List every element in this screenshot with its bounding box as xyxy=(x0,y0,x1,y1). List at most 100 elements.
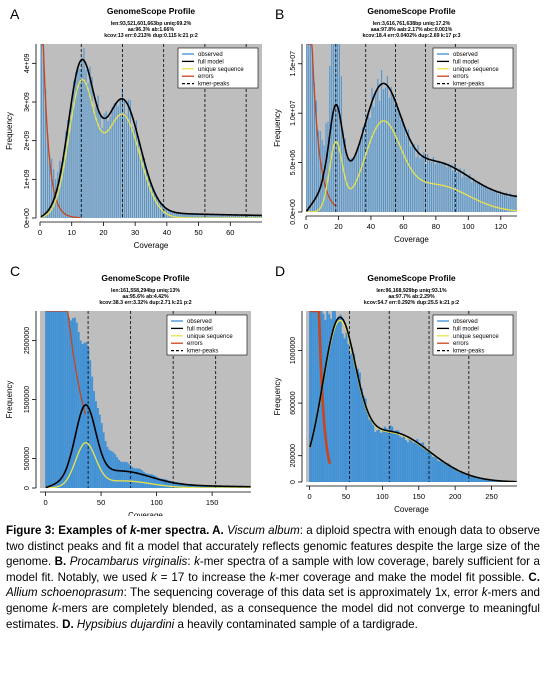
observed-bar xyxy=(498,194,500,212)
observed-bar xyxy=(353,353,356,482)
observed-bar xyxy=(85,342,88,488)
observed-bar xyxy=(343,338,346,482)
y-tick-label: 3e+09 xyxy=(24,92,31,112)
observed-bar xyxy=(111,106,113,218)
observed-bar xyxy=(254,215,257,218)
chart-stats-line: aa:95.6% ab:4.42% xyxy=(122,294,169,300)
y-tick-label: 1.5e+07 xyxy=(290,51,297,77)
observed-bar xyxy=(316,311,319,482)
observed-bar xyxy=(370,419,373,482)
x-tick-label: 50 xyxy=(97,498,105,507)
observed-bar xyxy=(446,167,448,212)
x-tick-label: 150 xyxy=(206,498,219,507)
y-tick-label: 2e+09 xyxy=(24,131,31,151)
observed-bar xyxy=(218,214,220,218)
observed-bar xyxy=(441,460,444,482)
axes: 0 10 20 30 40 50 60 0e+00 1e+09 2e+09 3e+09 4e+09 xyxy=(24,44,262,237)
observed-bar xyxy=(445,463,448,482)
x-axis-label: Coverage xyxy=(394,235,429,244)
observed-bar xyxy=(75,322,78,488)
observed-bar xyxy=(232,214,234,218)
caption-b-species: Procambarus virginalis xyxy=(69,555,188,569)
x-tick-label: 50 xyxy=(194,228,202,237)
observed-bar xyxy=(200,485,203,488)
legend-entry: observed xyxy=(198,52,223,58)
observed-bar xyxy=(208,214,210,218)
y-axis-label: Frequency xyxy=(273,109,282,147)
observed-bar xyxy=(487,479,490,482)
observed-bar xyxy=(362,395,365,482)
x-tick-label: 40 xyxy=(163,228,171,237)
y-tick-label: 2500000 xyxy=(24,327,31,354)
observed-bar xyxy=(486,187,488,212)
observed-bar xyxy=(331,44,333,212)
observed-bar xyxy=(79,68,81,218)
observed-bar xyxy=(327,121,329,212)
observed-bar xyxy=(460,471,463,482)
chart-stats-line: kcov:38.3 err:3.32% dup:2.71 k:21 p:2 xyxy=(99,300,191,306)
observed-bar xyxy=(212,214,214,218)
observed-bar xyxy=(415,157,417,212)
observed-bar xyxy=(48,311,51,488)
observed-bar xyxy=(131,467,134,488)
observed-bar xyxy=(452,466,455,482)
observed-bar xyxy=(248,215,251,218)
observed-bar xyxy=(453,163,456,212)
observed-bar xyxy=(308,44,310,212)
observed-bar xyxy=(51,158,53,218)
caption-c-k2: k xyxy=(52,601,58,615)
observed-bar xyxy=(474,476,476,482)
observed-bar xyxy=(511,196,513,212)
observed-bar xyxy=(103,113,105,218)
observed-bar xyxy=(183,483,186,488)
observed-bar xyxy=(185,484,188,488)
observed-bar xyxy=(417,144,419,212)
observed-bar xyxy=(475,477,478,482)
chart-svg: 0 10 20 30 40 50 60 0e+00 1e+09 2e+09 3e+09 4e+09 Co… xyxy=(5,6,262,250)
observed-bar xyxy=(494,190,496,212)
observed-bar xyxy=(49,155,51,218)
observed-bar xyxy=(351,347,354,482)
observed-bar xyxy=(154,475,157,488)
observed-bar xyxy=(467,177,469,212)
observed-bar xyxy=(43,45,45,218)
chart-title: GenomeScope Profile xyxy=(367,273,456,283)
observed-bar xyxy=(429,160,431,212)
observed-bar xyxy=(179,482,182,488)
x-tick-label: 100 xyxy=(462,222,475,231)
observed-bar xyxy=(361,127,363,212)
observed-bar xyxy=(324,319,327,482)
observed-bar xyxy=(393,431,396,482)
x-axis-label: Coverage xyxy=(134,241,169,250)
observed-bar xyxy=(406,442,409,482)
x-tick-label: 80 xyxy=(432,222,440,231)
y-tick-label: 200000 xyxy=(290,444,297,467)
observed-bar xyxy=(224,214,226,218)
observed-bar xyxy=(496,190,498,212)
observed-bar xyxy=(406,136,408,212)
legend-entry: full model xyxy=(198,59,224,65)
observed-bar xyxy=(306,44,308,212)
caption-lead2: -mer spectra. xyxy=(136,524,210,537)
errors-curve xyxy=(45,311,87,415)
x-tick-label: 100 xyxy=(150,498,163,507)
observed-bar xyxy=(479,477,482,482)
observed-bar xyxy=(444,162,446,212)
x-tick-label: 250 xyxy=(485,492,498,501)
observed-bar xyxy=(165,479,168,488)
observed-bar xyxy=(45,88,47,218)
observed-bar xyxy=(135,468,138,488)
observed-bar xyxy=(429,452,432,482)
x-tick-label: 20 xyxy=(99,228,107,237)
observed-bar xyxy=(410,439,413,482)
observed-bar xyxy=(395,430,398,482)
observed-bar xyxy=(454,467,457,482)
caption-b-k2: k xyxy=(151,570,157,584)
observed-bar xyxy=(204,485,207,488)
observed-bar xyxy=(364,398,367,482)
observed-bar xyxy=(491,480,494,482)
observed-bar xyxy=(75,72,77,218)
figure-3: A 0 10 20 30 40 50 60 0e+00 1e+09 2e+09 3e+09 4e+09… xyxy=(5,6,517,516)
